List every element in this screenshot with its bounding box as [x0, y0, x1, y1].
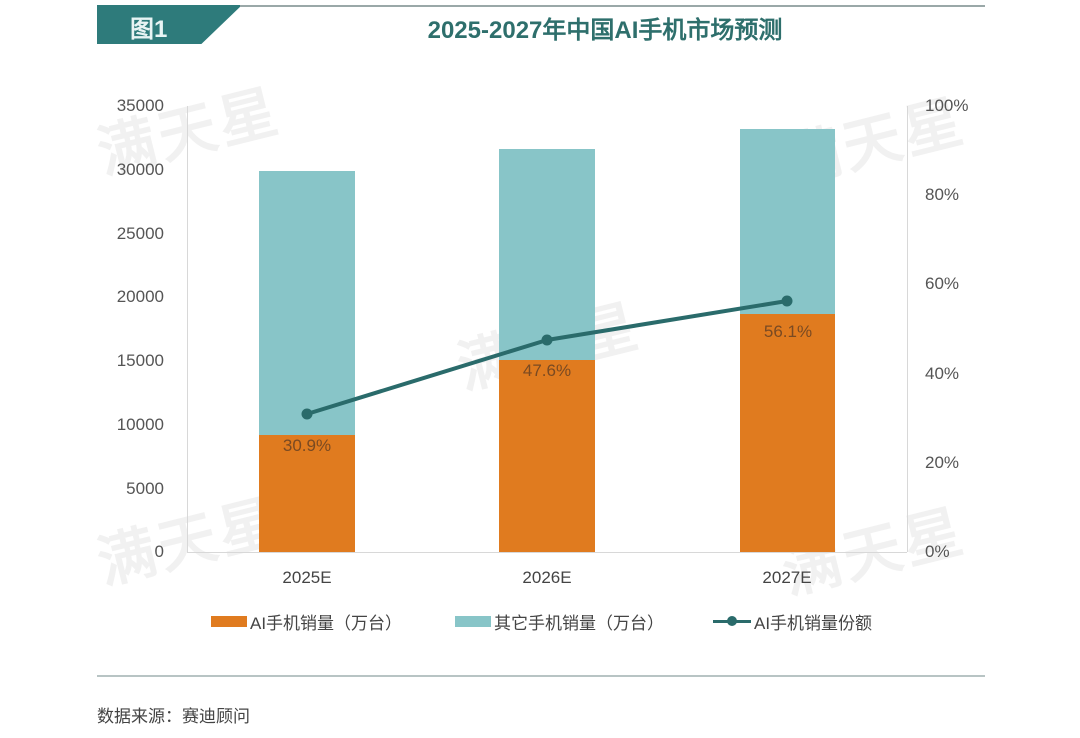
legend-item-ai-sales: AI手机销量（万台）: [211, 610, 403, 633]
bar-other-2025e: [259, 171, 355, 435]
data-label-2025e: 30.9%: [282, 436, 332, 455]
bar-ai-2027e: [740, 314, 835, 552]
right-axis-tick: 60%: [925, 274, 960, 293]
left-axis-tick: 10000: [116, 415, 164, 434]
x-axis-label: 2027E: [762, 568, 812, 587]
right-axis-line: [907, 106, 908, 552]
left-axis-tick: 15000: [116, 351, 164, 370]
legend-item-other-sales: 其它手机销量（万台）: [455, 610, 664, 633]
legend-label: 其它手机销量（万台）: [494, 613, 664, 633]
figure-label: 图1: [130, 16, 168, 43]
header-rule: [240, 5, 985, 7]
right-axis-tick: 0%: [925, 542, 950, 561]
left-axis-tick: 20000: [116, 287, 164, 306]
teal-swatch-icon: [455, 615, 491, 627]
legend-label: AI手机销量（万台）: [250, 613, 403, 633]
bar-other-2026e: [499, 149, 595, 360]
left-axis-tick: 35000: [116, 96, 164, 115]
right-axis-tick: 80%: [925, 185, 960, 204]
source-note: 数据来源：赛迪顾问: [97, 707, 250, 726]
chart-title: 2025-2027年中国AI手机市场预测: [427, 17, 783, 44]
left-axis-line: [187, 106, 188, 552]
data-label-2026e: 47.6%: [522, 361, 572, 380]
left-axis-tick: 30000: [116, 160, 164, 179]
data-label-2027e: 56.1%: [763, 322, 813, 341]
x-axis-label: 2026E: [522, 568, 572, 587]
x-axis-line: [187, 552, 907, 553]
bar-ai-2025e: [259, 435, 355, 552]
orange-swatch-icon: [211, 615, 247, 627]
right-axis-tick: 20%: [925, 453, 960, 472]
left-axis-tick: 25000: [116, 224, 164, 243]
line-marker-icon: [713, 615, 751, 627]
bar-ai-2026e: [499, 360, 595, 552]
bar-other-2027e: [740, 129, 835, 314]
right-axis-tick: 100%: [925, 96, 969, 115]
left-axis-tick: 0: [154, 542, 164, 561]
left-axis-tick: 5000: [126, 479, 164, 498]
legend-item-share: AI手机销量份额: [713, 610, 873, 633]
footer-rule: [97, 675, 985, 677]
x-axis-label: 2025E: [282, 568, 332, 587]
legend-label: AI手机销量份额: [754, 613, 873, 633]
right-axis-tick: 40%: [925, 364, 960, 383]
